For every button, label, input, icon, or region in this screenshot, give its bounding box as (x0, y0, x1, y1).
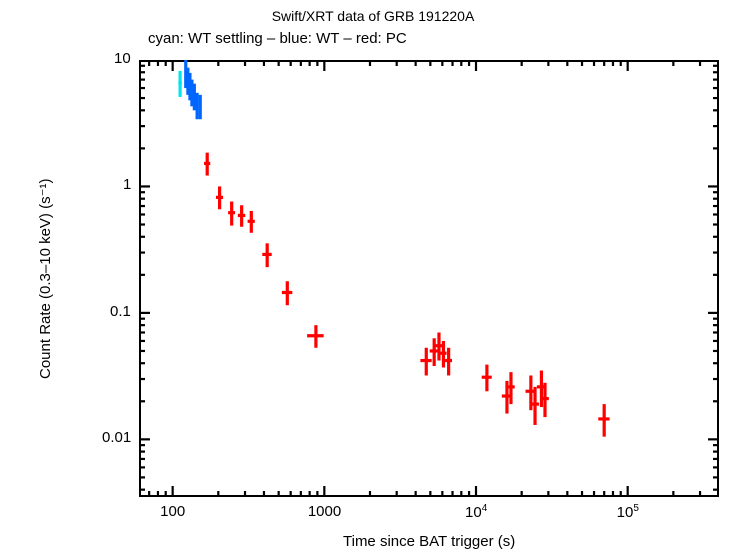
data-point (540, 382, 549, 418)
data-point (247, 210, 255, 233)
x-tick-label: 1000 (307, 503, 342, 520)
x-tick-label: 104 (465, 503, 488, 521)
data-point (429, 338, 439, 367)
data-point (204, 152, 211, 176)
data-point (598, 404, 610, 437)
data-point (281, 281, 293, 306)
data-point (190, 79, 194, 107)
plot-frame (139, 60, 719, 497)
data-point (215, 186, 224, 210)
plot-svg (139, 60, 719, 497)
data-point (506, 372, 515, 405)
series-pc (204, 152, 610, 437)
data-point (420, 347, 432, 376)
y-tick-label: 10 (114, 50, 131, 67)
data-point (307, 325, 324, 348)
data-point (195, 92, 199, 120)
y-tick-label: 0.1 (110, 302, 131, 320)
data-point (228, 201, 236, 226)
y-tick-label: 1 (123, 176, 132, 194)
series-wt-settling (178, 70, 182, 97)
y-tick-label: 0.01 (102, 429, 132, 447)
data-point (178, 70, 182, 97)
chart-title: Swift/XRT data of GRB 191220A (271, 8, 475, 24)
data-point (481, 364, 492, 392)
y-axis-label: Count Rate (0.3–10 keV) (s⁻¹) (37, 178, 54, 379)
data-point (198, 94, 202, 120)
series-wt (184, 60, 202, 120)
x-tick-label: 100 (160, 503, 186, 520)
data-point (530, 386, 539, 425)
data-point (237, 205, 246, 227)
data-point (262, 243, 272, 268)
data-point (192, 83, 196, 111)
plot-area (139, 60, 719, 497)
x-tick-label: 105 (616, 503, 639, 521)
data-point (440, 340, 447, 368)
chart-subtitle-legend: cyan: WT settling – blue: WT – red: PC (148, 30, 407, 47)
data-point (445, 347, 453, 376)
x-axis-label: Time since BAT trigger (s) (343, 533, 516, 550)
data-point (435, 332, 443, 361)
